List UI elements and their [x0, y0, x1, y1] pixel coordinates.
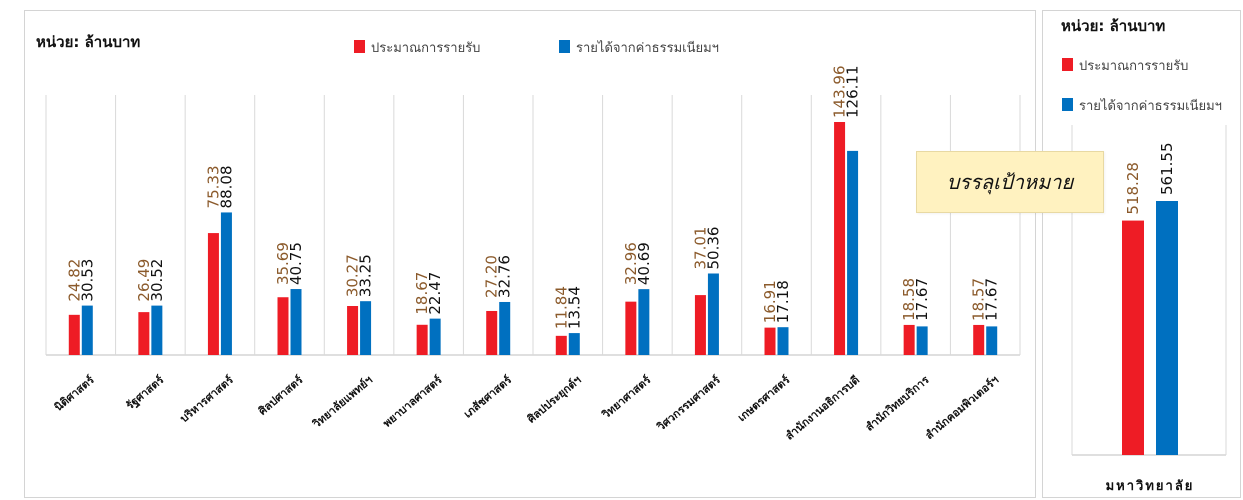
bar-budget [555, 335, 567, 355]
bar-fee-income [568, 333, 580, 355]
bar-budget [207, 233, 219, 355]
bar-fee-income [81, 305, 93, 355]
bar-budget [277, 297, 289, 355]
bar-budget [138, 312, 150, 355]
main-legend-label-fee: รายได้จากค่าธรรมเนียมฯ [576, 40, 719, 56]
category-label: สำนักคอมพิวเตอร์ฯ [923, 373, 1001, 442]
bar-fee-income [151, 305, 163, 355]
data-label-budget: 16.91 [761, 280, 779, 323]
category-label: วิศวกรรมศาสตร์ [654, 373, 723, 434]
bar-fee-income [360, 301, 372, 355]
bar-fee-income [707, 273, 719, 355]
bar-budget [486, 310, 498, 355]
category-label: นิติศาสตร์ [52, 373, 97, 414]
main-legend-swatch-fee [559, 40, 570, 53]
bar-fee-income [986, 326, 998, 355]
right-legend-swatch-fee [1062, 98, 1073, 111]
right-unit-label: หน่วย: ล้านบาท [1061, 17, 1165, 35]
data-label-fee: 33.25 [357, 254, 375, 297]
right-legend-label-fee: รายได้จากค่าธรรมเนียมฯ [1079, 98, 1222, 114]
data-label-budget: 75.33 [204, 165, 222, 208]
category-label: เกษตรศาสตร์ [735, 373, 792, 424]
data-label-budget: 26.49 [135, 259, 153, 302]
bar-budget [347, 306, 359, 355]
data-label-budget: 11.84 [552, 286, 570, 329]
bar-budget [973, 324, 985, 355]
data-label-budget: 35.69 [274, 242, 292, 285]
bar-fee-income [638, 289, 650, 355]
target-achieved-banner: บรรลุเป้าหมาย [916, 151, 1104, 213]
data-label-budget: 27.20 [483, 255, 501, 298]
data-label-budget: 18.57 [970, 278, 988, 321]
right-legend-label-budget: ประมาณการรายรับ [1079, 59, 1188, 74]
data-label-budget: 143.96 [831, 66, 849, 119]
main-unit-label: หน่วย: ล้านบาท [36, 33, 140, 51]
bar-fee-income [916, 326, 928, 355]
data-label-budget: 18.67 [413, 272, 431, 315]
bar-fee-income [220, 212, 232, 355]
main-legend-label-budget: ประมาณการรายรับ [371, 41, 480, 56]
bar-budget [834, 122, 846, 355]
right-legend-swatch-budget [1062, 58, 1073, 71]
data-label-fee: 50.36 [704, 227, 722, 270]
category-label: รัฐศาสตร์ [124, 373, 167, 413]
bar-fee-income [499, 301, 511, 355]
bar-budget [68, 314, 80, 355]
data-label-fee: 30.53 [78, 259, 96, 302]
data-label-fee: 17.18 [774, 280, 792, 323]
data-label-fee: 22.47 [426, 272, 444, 315]
data-label-budget: 30.27 [344, 254, 362, 297]
bar-fee-income [290, 289, 302, 355]
main-legend-swatch-budget [354, 40, 365, 53]
bar-fee-income [1156, 201, 1178, 455]
data-label-budget: 37.01 [691, 227, 709, 270]
category-label: บริหารศาสตร์ [178, 373, 236, 425]
data-label-budget: 518.28 [1124, 162, 1142, 215]
data-label-budget: 18.58 [900, 278, 918, 321]
data-label-fee: 561.55 [1158, 143, 1176, 196]
bar-budget [903, 324, 915, 355]
category-label: ศิลปศาสตร์ [256, 373, 306, 418]
bar-budget [764, 327, 776, 355]
data-label-fee: 30.52 [148, 259, 166, 302]
category-label: วิทยาศาสตร์ [599, 373, 653, 421]
bar-fee-income [429, 318, 441, 355]
data-label-fee: 13.54 [565, 286, 583, 329]
data-label-fee: 17.67 [983, 278, 1001, 321]
category-label: วิทยาลัยแพทย์ฯ [310, 373, 375, 431]
data-label-budget: 24.82 [65, 259, 83, 302]
data-label-fee: 88.08 [217, 165, 235, 208]
data-label-fee: 17.67 [913, 278, 931, 321]
university-plot-area: 518.28 561.55 มหาวิทยาลัย [1071, 125, 1227, 494]
bar-budget [694, 295, 706, 355]
category-label: มหาวิทยาลัย [1106, 479, 1195, 494]
bar-budget [416, 324, 428, 355]
bar-fee-income [777, 327, 789, 355]
category-label: เภสัชศาสตร์ [461, 373, 514, 420]
bar-budget [625, 301, 637, 355]
data-label-budget: 32.96 [622, 242, 640, 285]
data-label-fee: 126.11 [844, 66, 862, 119]
category-label: สำนักวิทยบริการ [863, 373, 932, 434]
bar-budget [1122, 220, 1144, 455]
category-label: พยาบาลศาสตร์ [381, 373, 445, 430]
data-label-fee: 40.69 [635, 242, 653, 285]
bar-fee-income [847, 150, 859, 355]
main-chart-panel [24, 10, 1036, 498]
category-label: สำนักงานอธิการบดี [783, 373, 862, 442]
category-label: ศิลปประยุกต์ฯ [525, 373, 585, 426]
data-label-fee: 32.76 [496, 255, 514, 298]
data-label-fee: 40.75 [287, 242, 305, 285]
